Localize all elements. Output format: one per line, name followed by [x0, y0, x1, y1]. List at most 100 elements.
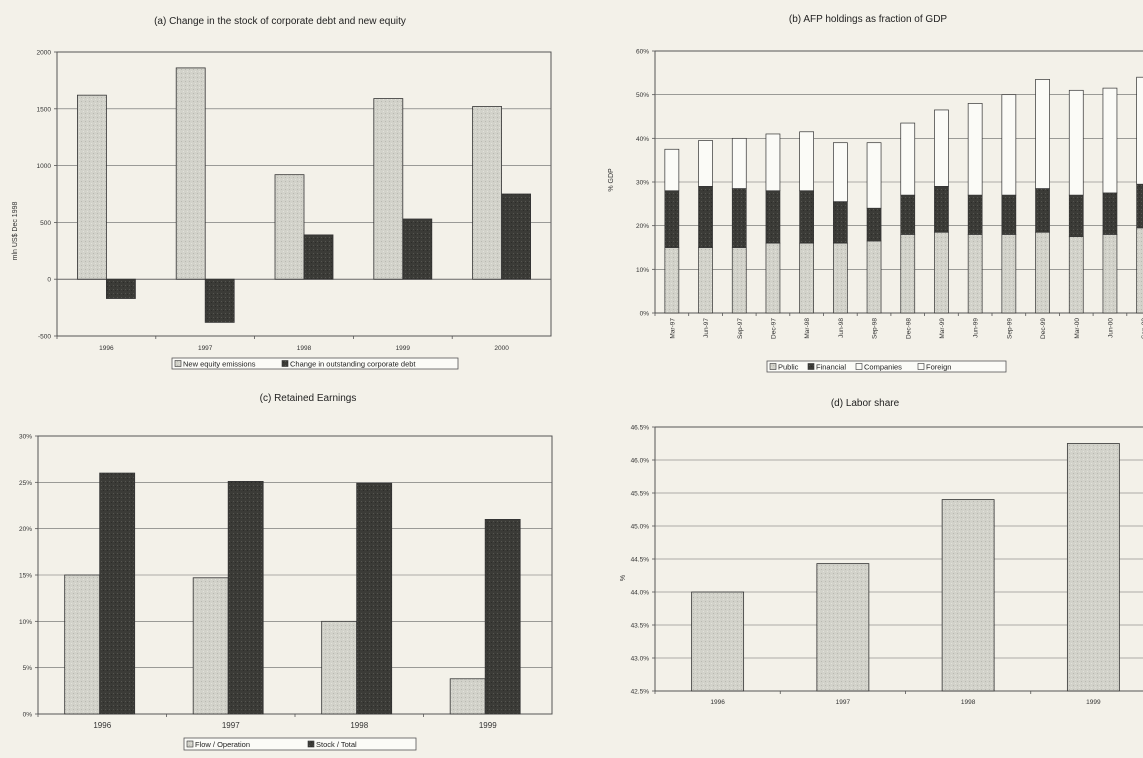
chart-d-bars — [691, 443, 1120, 692]
chart-b-bar-Dec-99-s1 — [1035, 188, 1050, 233]
chart-c-xtick-label: 1999 — [479, 721, 497, 730]
chart-b: (b) AFP holdings as fraction of GDP % GD… — [608, 14, 1143, 373]
chart-c-ytick-label: 15% — [19, 573, 32, 580]
chart-a: (a) Change in the stock of corporate deb… — [12, 16, 552, 370]
chart-d-ytick-label: 44.0% — [631, 590, 650, 597]
chart-b-bars — [664, 76, 1143, 314]
chart-b-bar-Jun-97-s0 — [698, 247, 713, 314]
chart-b-bar-Sep-00-s3 — [1136, 76, 1143, 185]
chart-d-xtick-label: 1996 — [710, 699, 725, 706]
chart-b-bar-Jun-00-s1 — [1102, 192, 1118, 235]
chart-c-bar-1997-s0 — [192, 577, 229, 715]
chart-b-bar-Jun-99-s0 — [967, 234, 983, 314]
chart-a-legend-label-1: Change in outstanding corporate debt — [290, 360, 416, 369]
chart-b-bar-Sep-97-s1 — [731, 188, 747, 248]
chart-b-bar-Jun-99-s1 — [967, 194, 983, 235]
chart-c-legend-label-0: Flow / Operation — [195, 740, 250, 749]
chart-c-title: (c) Retained Earnings — [260, 393, 357, 404]
chart-b-legend-swatch-2 — [855, 363, 863, 370]
chart-b-y-ticks: 0% 10% 20% 30% 40% 50% 60% — [636, 49, 655, 318]
chart-a-bar-2000-s1 — [501, 193, 532, 280]
chart-d-ytick-label: 44.5% — [631, 557, 650, 564]
chart-d-ylabel: % — [620, 575, 627, 581]
chart-a-ytick-label: 1500 — [37, 106, 52, 113]
chart-b-bar-Mar-97-s1 — [664, 190, 680, 248]
chart-c-xtick-label: 1996 — [93, 721, 111, 730]
chart-c-ytick-label: 10% — [19, 619, 32, 626]
chart-a-xtick-label: 1998 — [297, 345, 312, 352]
chart-b-bar-Mar-98-s3 — [799, 131, 815, 192]
chart-b-bar-Jun-97-s3 — [698, 140, 713, 187]
chart-a-bar-1998-s1 — [303, 234, 334, 280]
chart-d-bar-1998-s0 — [941, 499, 995, 692]
chart-b-bar-Mar-97-s3 — [664, 148, 680, 192]
chart-c-bar-1996-s0 — [64, 574, 101, 715]
chart-d-bar-1996-s0 — [691, 591, 745, 692]
chart-a-ytick-label: 0 — [47, 277, 51, 284]
chart-d-xtick-label: 1998 — [961, 699, 976, 706]
chart-c-x-ticks: 1996 1997 1998 1999 — [37, 714, 497, 730]
chart-a-plot-frame — [56, 51, 552, 337]
chart-b-legend-label-3: Foreign — [926, 363, 951, 372]
chart-c-bar-1998-s1 — [356, 482, 393, 715]
chart-a-xtick-label: 2000 — [494, 345, 509, 352]
chart-c-ytick-label: 5% — [23, 665, 33, 672]
chart-a-bar-2000-s0 — [472, 106, 503, 280]
chart-d-ytick-label: 46.5% — [631, 425, 650, 432]
chart-b-legend-label-1: Financial — [816, 363, 846, 372]
chart-d-bar-1997-s0 — [816, 563, 870, 692]
chart-b-bar-Sep-98-s0 — [866, 240, 882, 314]
chart-b-bar-Mar-99-s1 — [934, 186, 949, 233]
chart-b-bar-Dec-98-s3 — [900, 122, 916, 196]
chart-b-ytick-label: 20% — [636, 223, 649, 230]
chart-b-bar-Jun-00-s0 — [1102, 234, 1118, 314]
chart-d-ytick-label: 45.0% — [631, 524, 650, 531]
chart-a-ylabel: mln US$ Dec 1998 — [12, 202, 19, 261]
chart-c-xtick-label: 1997 — [222, 721, 240, 730]
chart-b-xtick-label: Jun-97 — [703, 318, 710, 338]
chart-b-bar-Dec-97-s3 — [765, 133, 781, 192]
chart-b-ylabel: % GDP — [608, 168, 615, 192]
chart-b-xtick-label: Mar-98 — [804, 318, 811, 339]
chart-a-ytick-label: 2000 — [37, 50, 52, 57]
chart-b-legend: Public Financial Companies Foreign — [766, 360, 1007, 373]
chart-a-ytick-label: 1000 — [37, 163, 52, 170]
chart-b-bar-Sep-98-s3 — [866, 142, 882, 209]
chart-a-xtick-label: 1997 — [198, 345, 213, 352]
chart-c-legend-label-1: Stock / Total — [316, 740, 357, 749]
chart-b-bar-Sep-97-s3 — [731, 137, 747, 189]
chart-b-legend-label-0: Public — [778, 363, 799, 372]
chart-b-xtick-label: Jun-99 — [973, 318, 980, 338]
chart-c-bars — [64, 472, 521, 715]
chart-b-xtick-label: Sep-98 — [872, 318, 879, 339]
chart-d-xtick-label: 1999 — [1086, 699, 1101, 706]
chart-d: (d) Labor share % 42.5% 43.0% 43.5% 44.0% 44… — [620, 398, 1143, 706]
chart-b-ytick-label: 30% — [636, 180, 649, 187]
chart-a-legend-label-0: New equity emissions — [183, 360, 256, 369]
chart-a-xtick-label: 1999 — [396, 345, 411, 352]
chart-b-bar-Dec-99-s3 — [1035, 79, 1050, 189]
chart-b-bar-Sep-99-s0 — [1001, 234, 1017, 314]
chart-b-xtick-label: Jun-98 — [838, 318, 845, 338]
chart-b-bar-Jun-98-s1 — [832, 201, 848, 244]
chart-b-bar-Jun-98-s3 — [832, 142, 848, 202]
chart-a-bars — [77, 67, 532, 323]
chart-a-title: (a) Change in the stock of corporate deb… — [154, 16, 406, 27]
chart-a-bar-1997-s1 — [204, 278, 235, 323]
chart-c-ytick-label: 30% — [19, 434, 32, 441]
chart-b-bar-Mar-98-s1 — [799, 190, 815, 244]
chart-b-bar-Dec-98-s0 — [900, 234, 916, 314]
chart-c-xtick-label: 1998 — [350, 721, 368, 730]
chart-b-bar-Mar-00-s0 — [1068, 236, 1084, 314]
chart-a-y-ticks: -500 0 500 1000 1500 2000 — [37, 50, 57, 341]
chart-a-x-ticks: 1996 1997 1998 1999 2000 — [56, 336, 509, 352]
chart-b-x-ticks: Mar-97 Jun-97 Sep-97 Dec-97 Mar-98 Jun-98 Sep-… — [654, 313, 1143, 339]
chart-b-legend-box — [766, 360, 1007, 373]
chart-a-legend-swatch-0 — [174, 360, 182, 367]
chart-b-xtick-label: Dec-98 — [905, 318, 912, 339]
chart-b-bar-Dec-99-s0 — [1035, 231, 1050, 314]
chart-c: (c) Retained Earnings 0% 5% 10% 15% 20% 25% 30… — [19, 393, 553, 751]
chart-d-ytick-label: 46.0% — [631, 458, 650, 465]
chart-c-legend-swatch-0 — [186, 740, 194, 748]
chart-a-bar-1999-s0 — [373, 98, 404, 280]
